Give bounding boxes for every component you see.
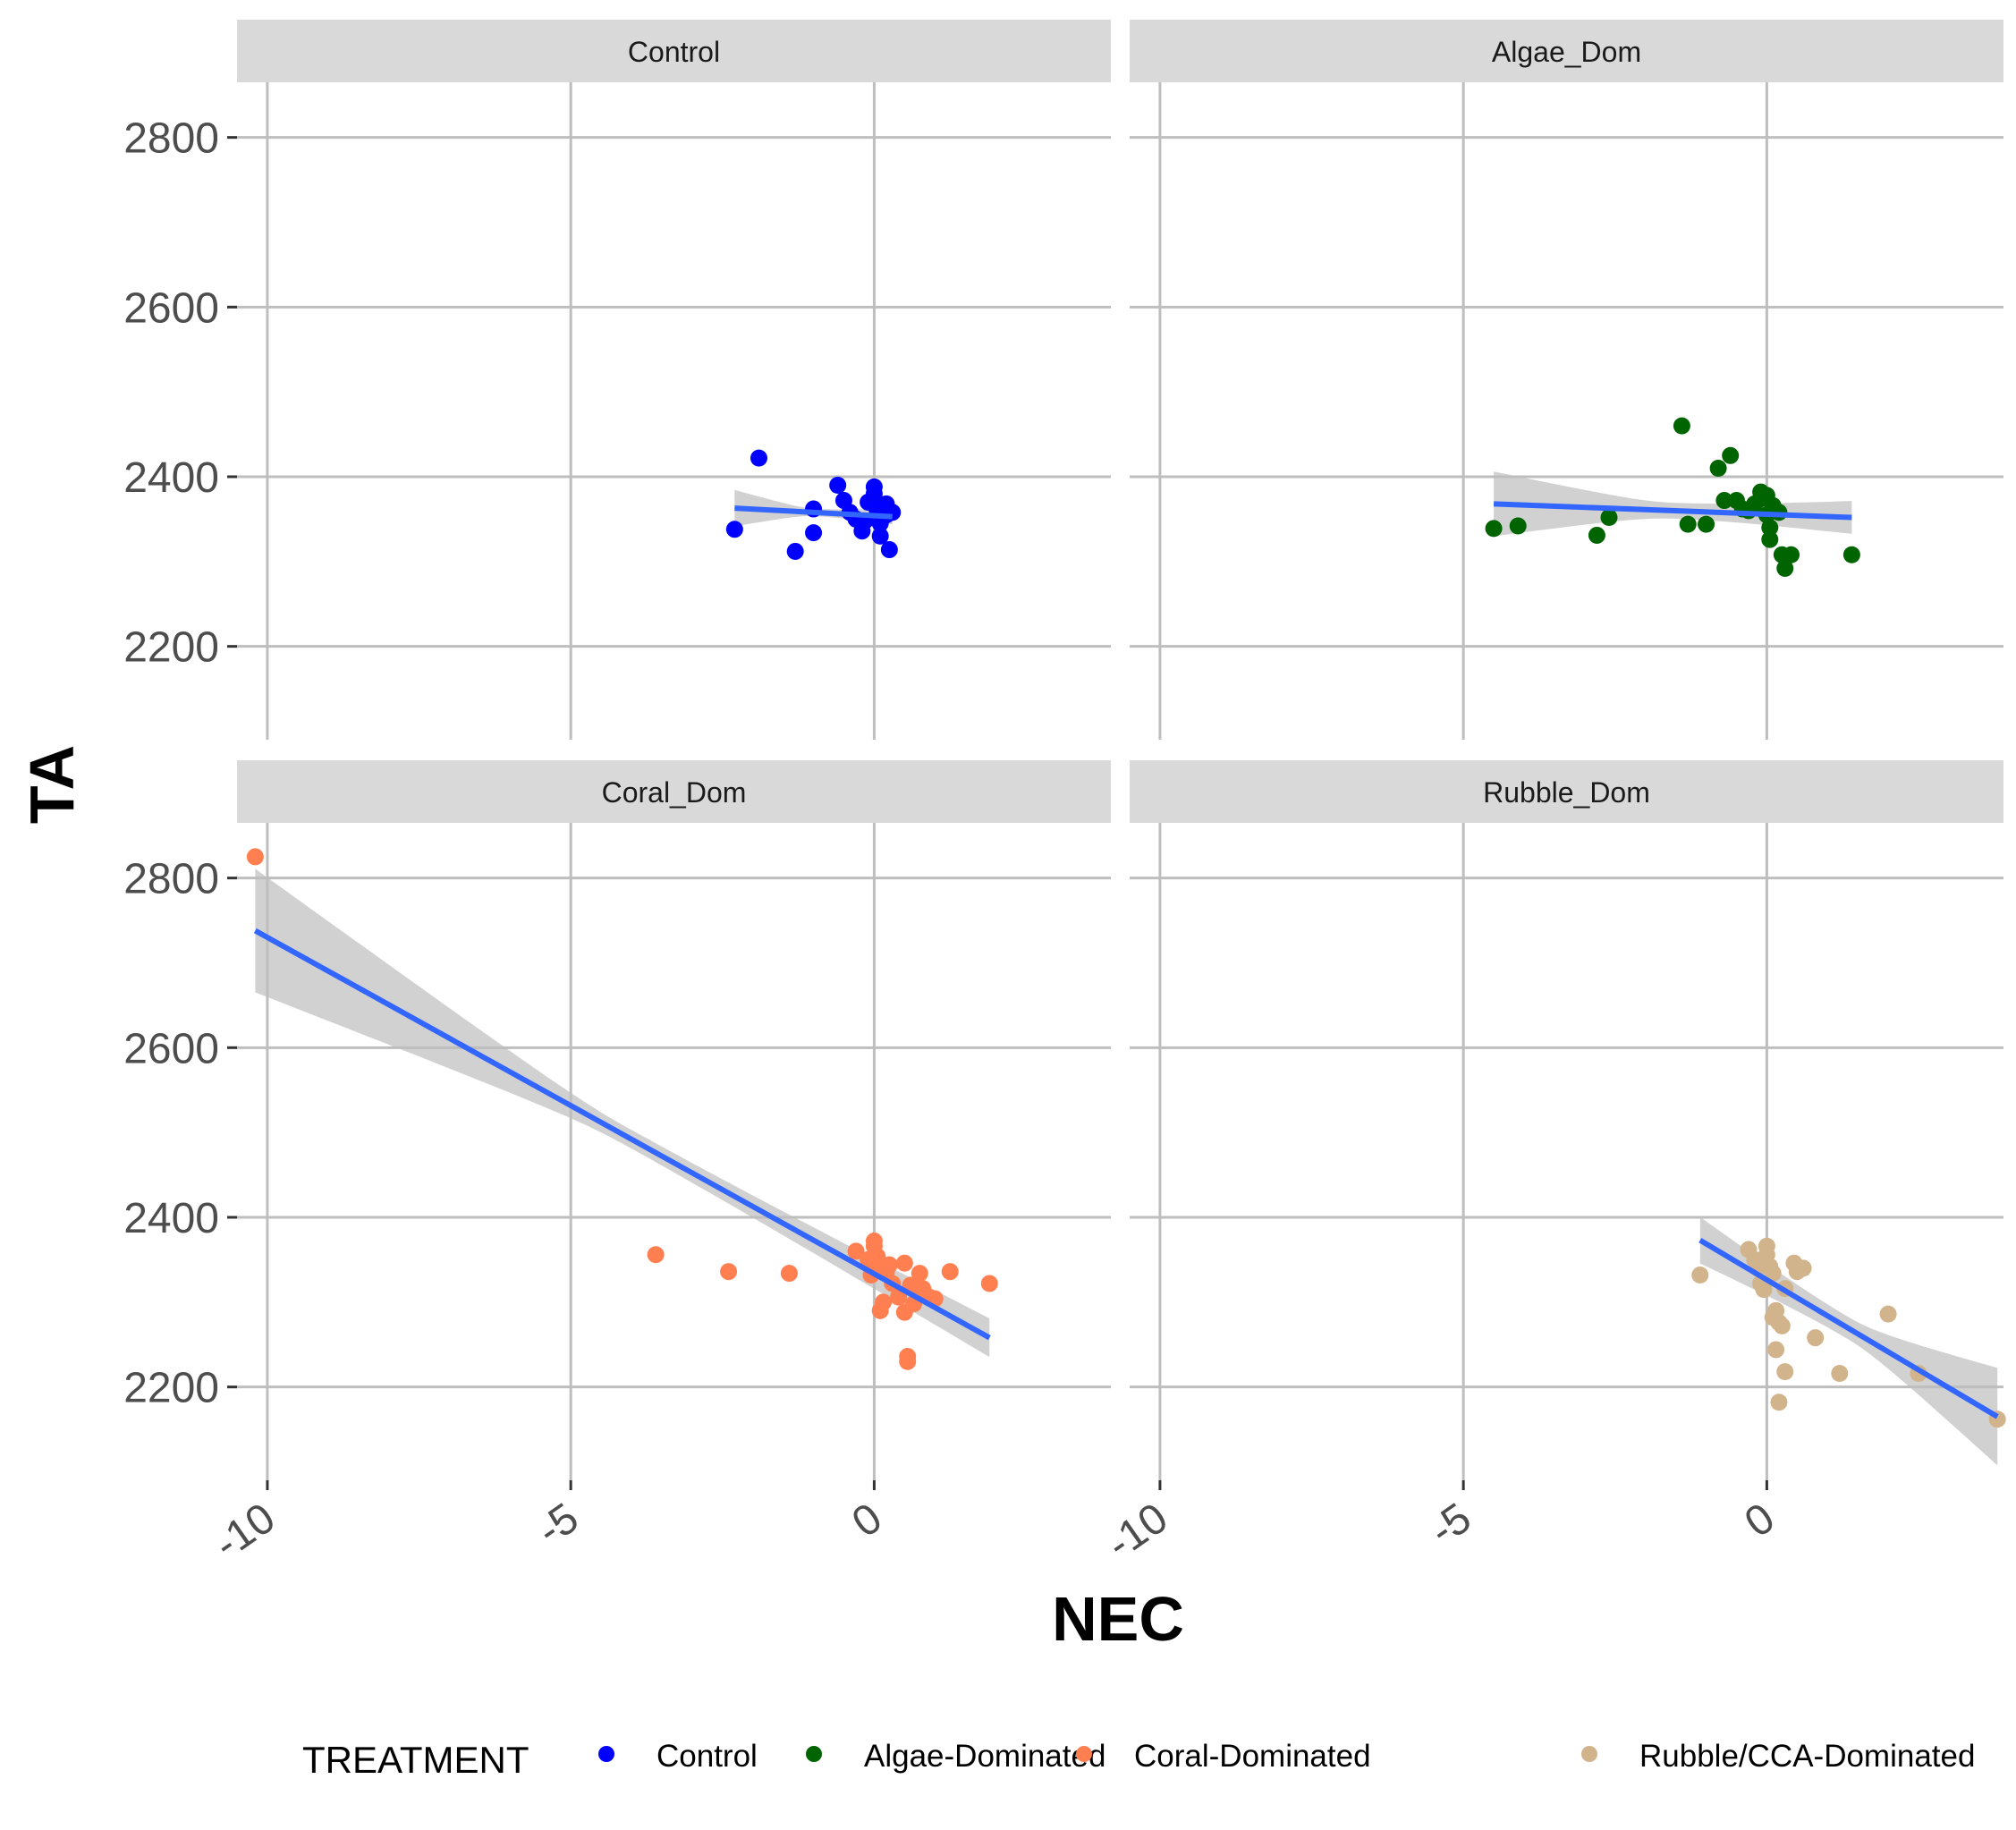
legend-key <box>806 1746 822 1762</box>
data-point <box>786 542 804 560</box>
regression-line <box>253 928 991 1341</box>
data-point <box>1679 515 1697 533</box>
data-point <box>805 524 823 542</box>
data-point <box>1600 509 1618 527</box>
facet-strip-label: Control <box>628 36 720 68</box>
x-axis-title: NEC <box>1052 1584 1184 1654</box>
data-point <box>725 521 743 538</box>
facet-strip <box>237 760 1111 823</box>
data-point <box>865 485 883 503</box>
data-point <box>246 848 264 866</box>
data-point <box>911 1265 928 1283</box>
data-point <box>880 1256 898 1274</box>
data-point <box>1783 546 1800 563</box>
y-tick-label: 2800 <box>123 115 219 163</box>
legend-key <box>598 1746 614 1762</box>
facet-strip-label: Coral_Dom <box>602 776 747 809</box>
data-point <box>1776 1363 1794 1381</box>
y-axis-title: TA <box>17 745 87 824</box>
facet-strip-label: Algae_Dom <box>1492 36 1641 68</box>
data-point <box>1879 1305 1897 1323</box>
data-point <box>780 1265 798 1283</box>
data-point <box>1698 515 1715 533</box>
data-point <box>875 496 893 514</box>
data-point <box>1485 520 1503 538</box>
facet-panel-coral-dom: Coral_Dom <box>237 760 1111 1480</box>
data-point <box>1709 460 1727 478</box>
legend: TREATMENT Control Algae-Dominated Coral-Do… <box>302 1739 1975 1781</box>
data-point <box>880 541 898 559</box>
data-point <box>980 1275 998 1292</box>
data-point <box>1764 1265 1782 1283</box>
facet-strip-label: Rubble_Dom <box>1483 776 1650 809</box>
data-point <box>750 449 767 467</box>
data-point <box>1807 1329 1825 1347</box>
y-tick-label: 2200 <box>123 1365 219 1412</box>
data-point <box>1691 1266 1709 1284</box>
data-point <box>720 1263 738 1281</box>
data-point <box>1776 559 1794 577</box>
data-point <box>1770 1394 1788 1411</box>
y-tick-label: 2600 <box>123 1025 219 1072</box>
data-point <box>1761 530 1779 548</box>
data-point <box>899 1348 917 1366</box>
data-point <box>1722 446 1740 464</box>
regression-line <box>1493 501 1852 521</box>
data-point <box>875 1293 893 1311</box>
data-point <box>941 1263 959 1281</box>
data-point <box>1842 546 1860 563</box>
data-point <box>647 1246 665 1264</box>
data-point <box>1767 1341 1785 1359</box>
data-point <box>1588 526 1605 544</box>
data-point <box>1794 1259 1812 1277</box>
facet-strip <box>237 20 1111 82</box>
facet-panels: Control Algae_Dom Coral_Dom Rubble_Dom <box>237 20 2006 1480</box>
y-tick-label: 2600 <box>123 284 219 332</box>
data-point <box>847 1242 865 1260</box>
data-point <box>890 1288 908 1306</box>
legend-label: Control <box>656 1739 758 1774</box>
data-point <box>829 476 847 494</box>
facet-panel-control: Control <box>237 20 1111 740</box>
data-point <box>1509 517 1527 535</box>
data-point <box>1755 1281 1773 1299</box>
legend-key <box>1581 1746 1597 1762</box>
facet-strip <box>1130 760 2003 823</box>
y-tick-label: 2800 <box>123 856 219 903</box>
data-point <box>1715 492 1733 510</box>
facet-strip <box>1130 20 2003 82</box>
data-point <box>1673 417 1690 435</box>
data-point <box>1773 1317 1791 1334</box>
facet-panel-rubble-dom: Rubble_Dom <box>1130 760 2006 1480</box>
legend-label: Algae-Dominated <box>864 1739 1105 1774</box>
y-tick-label: 2200 <box>123 624 219 672</box>
data-point <box>1831 1365 1849 1383</box>
data-point <box>871 527 889 545</box>
legend-label: Rubble/CCA-Dominated <box>1639 1739 1975 1774</box>
facet-panel-algae-dom: Algae_Dom <box>1130 20 2003 740</box>
legend-title: TREATMENT <box>302 1739 529 1781</box>
regression-line <box>734 505 893 520</box>
data-point <box>895 1254 913 1272</box>
legend-key <box>1076 1746 1092 1762</box>
legend-label: Coral-Dominated <box>1134 1739 1371 1774</box>
y-tick-label: 2400 <box>123 454 219 502</box>
data-point <box>1761 519 1779 537</box>
regression-line <box>1698 1238 1999 1419</box>
y-tick-label: 2400 <box>123 1195 219 1242</box>
